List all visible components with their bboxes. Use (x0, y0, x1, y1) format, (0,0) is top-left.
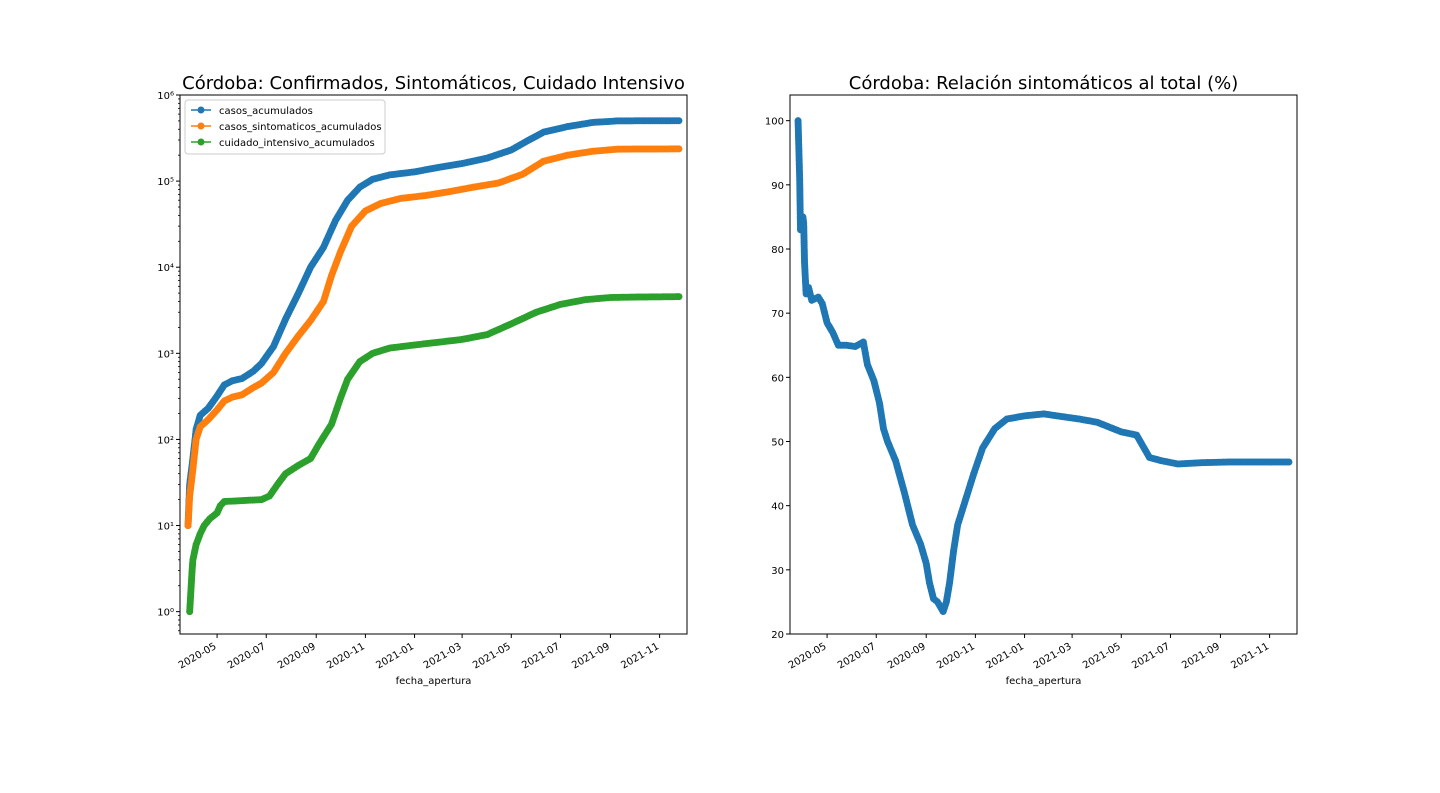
x-tick-label: 2021-11 (619, 641, 661, 671)
x-tick-label: 2020-11 (935, 641, 977, 671)
casos-sintomaticos-acumulados-markers (184, 145, 683, 530)
casos-sintomaticos-acumulados-point (675, 145, 683, 153)
legend-marker (197, 138, 205, 146)
left-chart-title: Córdoba: Confirmados, Sintomáticos, Cuid… (182, 73, 685, 94)
x-tick-label: 2021-11 (1229, 641, 1271, 671)
x-tick-label: 2021-07 (520, 641, 562, 671)
series-line (797, 120, 1289, 614)
y-tick-label: 10⁵ (157, 177, 174, 188)
legend-label: casos_sintomaticos_acumulados (219, 122, 382, 133)
casos-acumulados-point (675, 117, 683, 125)
x-tick-label: 2021-01 (984, 641, 1026, 671)
x-tick-label: 2020-11 (325, 641, 367, 671)
right-series-group (794, 117, 1293, 616)
x-tick-label: 2021-03 (422, 641, 464, 671)
x-tick-label: 2021-05 (471, 641, 513, 671)
x-tick-label: 2020-09 (886, 641, 928, 671)
x-tick-label: 2020-07 (836, 641, 878, 671)
right-chart-title: Córdoba: Relación sintomáticos al total … (849, 73, 1238, 94)
left-series-group (184, 117, 683, 616)
x-tick-label: 2021-03 (1032, 641, 1074, 671)
y-tick-label: 50 (771, 438, 784, 449)
y-tick-label: 100 (765, 117, 784, 128)
x-tick-label: 2021-01 (374, 641, 416, 671)
casos-acumulados-markers (184, 117, 683, 530)
x-tick-label: 2020-07 (226, 641, 268, 671)
y-tick-label: 10³ (157, 349, 174, 360)
y-tick-label: 60 (771, 373, 784, 384)
y-tick-label: 20 (771, 630, 784, 641)
y-tick-label: 10⁴ (157, 263, 174, 274)
x-tick-label: 2021-07 (1130, 641, 1172, 671)
y-tick-label: 10² (157, 435, 174, 446)
y-tick-label: 40 (771, 502, 784, 513)
x-tick-label: 2020-09 (276, 641, 318, 671)
right-chart: Córdoba: Relación sintomáticos al total … (765, 73, 1298, 687)
x-tick-label: 2021-09 (570, 641, 612, 671)
legend-marker (197, 106, 205, 114)
x-tick-label: 2020-05 (177, 641, 219, 671)
series-markers (794, 117, 1293, 616)
y-tick-label: 30 (771, 566, 784, 577)
y-tick-label: 70 (771, 309, 784, 320)
left-plot-area (179, 94, 688, 635)
y-tick-label: 10⁶ (157, 91, 174, 102)
cuidado-intensivo-acumulados-markers (186, 293, 683, 616)
left-legend: casos_acumulados casos_sintomaticos_acumu… (184, 99, 386, 155)
x-tick-label: 2021-09 (1180, 641, 1222, 671)
y-tick-label: 10⁰ (157, 608, 174, 619)
legend-label: casos_acumulados (219, 106, 313, 117)
y-tick-label: 10¹ (157, 522, 174, 533)
x-tick-label: 2020-05 (787, 641, 829, 671)
legend-label: cuidado_intensivo_acumulados (219, 138, 375, 149)
casos-sintomaticos-acumulados-line (187, 148, 679, 526)
left-x-axis-label: fecha_apertura (396, 676, 472, 687)
legend-box (184, 99, 386, 155)
right-plot-area (789, 94, 1298, 635)
right-x-axis-label: fecha_apertura (1006, 676, 1082, 687)
casos-acumulados-line (187, 119, 679, 526)
x-tick-label: 2021-05 (1081, 641, 1123, 671)
y-tick-label: 90 (771, 181, 784, 192)
left-chart: Córdoba: Confirmados, Sintomáticos, Cuid… (157, 73, 688, 687)
y-tick-label: 80 (771, 245, 784, 256)
legend-marker (197, 122, 205, 130)
cuidado-intensivo-acumulados-point (675, 293, 683, 301)
series-point (1285, 458, 1293, 466)
right-axis-ticks: 2020-05 2020-07 2020-09 2020-11 2021-01 2021-… (765, 117, 1271, 672)
